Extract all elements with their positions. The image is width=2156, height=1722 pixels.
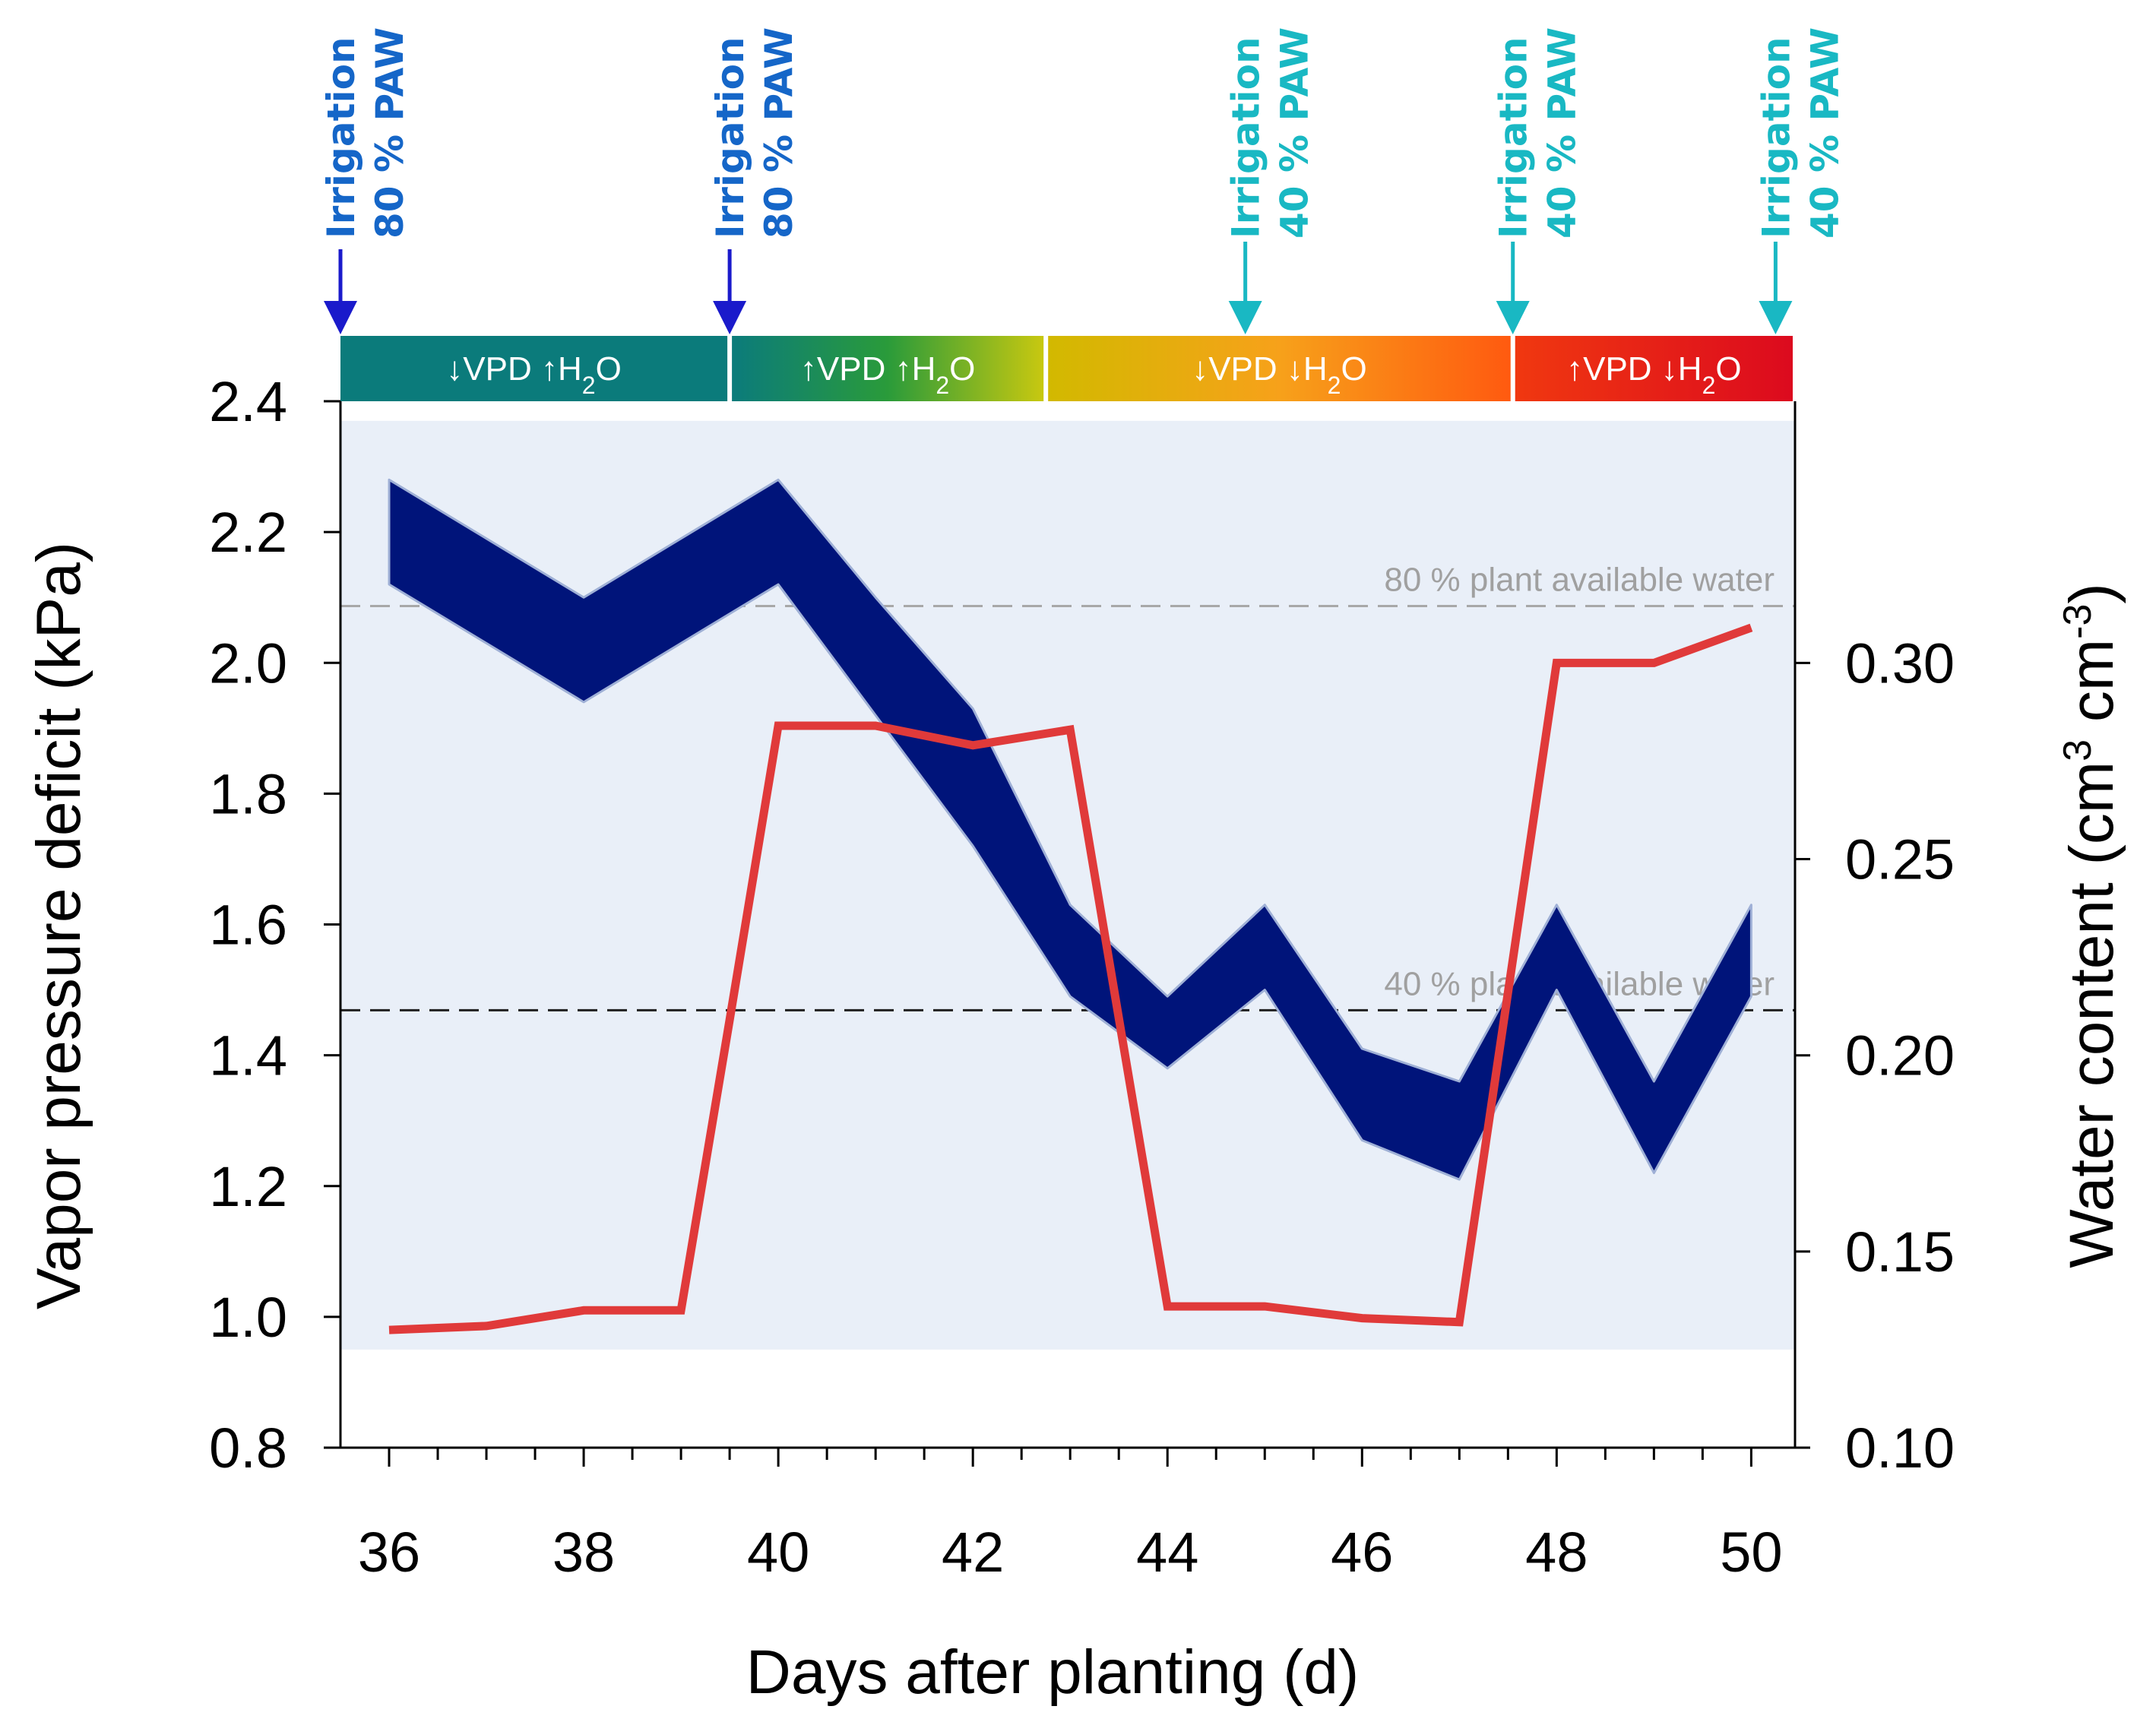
right-axis-title-part: ) (2057, 583, 2126, 603)
left-tick-label: 1.0 (209, 1286, 287, 1349)
treatment-bands-group: ↓VPD ↑H2O ↑VPD ↑H2O ↓VPD ↓H2O ↑VPD ↓H2O (340, 336, 1793, 401)
treatment-band-label-3: ↓VPD ↓H2O (1192, 350, 1367, 399)
x-tick-label: 40 (747, 1521, 809, 1584)
shaded-region (340, 420, 1795, 1350)
right-axis-title-part: cm (2057, 639, 2126, 739)
axes-group: 0.8 1.0 1.2 1.4 1.6 1.8 2.0 2.2 2.4 0.10 0.15 0.20 0… (209, 370, 1955, 1584)
irrigation-arrow-head-3 (1228, 301, 1262, 334)
treatment-band-2 (732, 336, 1044, 401)
shaded-region-group (340, 420, 1795, 1350)
treatment-band-1 (340, 336, 728, 401)
treatment-band-3 (1048, 336, 1511, 401)
x-tick-label: 50 (1720, 1521, 1782, 1584)
band-label: H (912, 350, 936, 388)
irrigation-arrow-head-2 (713, 301, 747, 334)
right-tick-label: 0.10 (1845, 1417, 1955, 1480)
irrigation-annotations-group: Irrigation 80 % PAW Irrigation 80 % PAW Irri… (319, 27, 1847, 334)
treatment-band-4 (1515, 336, 1793, 401)
right-tick-label: 0.20 (1845, 1024, 1955, 1087)
irrigation-paw-label-4: 40 % PAW (1540, 27, 1585, 239)
left-tick-label: 0.8 (209, 1417, 287, 1480)
x-tick-label: 44 (1136, 1521, 1198, 1584)
axis-titles-group: Days after planting (d) Vapor pressure de… (24, 542, 2126, 1707)
left-tick-label: 1.4 (209, 1024, 287, 1087)
x-tick-label: 38 (552, 1521, 615, 1584)
band-arrow: ↑ (800, 350, 817, 388)
x-axis-title: Days after planting (d) (746, 1638, 1360, 1707)
band-label: O (949, 350, 975, 388)
left-tick-label: 2.4 (209, 370, 287, 433)
irrigation-paw-label-2: 80 % PAW (757, 27, 801, 239)
treatment-band-label-2: ↑VPD ↑H2O (800, 350, 976, 399)
band-label: H (1303, 350, 1328, 388)
left-tick-label: 2.2 (209, 501, 287, 564)
band-label: O (596, 350, 622, 388)
x-tick-label: 46 (1331, 1521, 1393, 1584)
band-label: VPD (817, 350, 895, 388)
band-sub: 2 (582, 372, 596, 399)
irrigation-paw-label-5: 40 % PAW (1803, 27, 1847, 239)
water-content-line (388, 623, 1753, 1334)
band-arrow: ↓ (1192, 350, 1208, 388)
band-label: VPD (463, 350, 541, 388)
band-label: H (1678, 350, 1702, 388)
band-label: VPD (1583, 350, 1661, 388)
x-tick-label: 42 (942, 1521, 1004, 1584)
band-label: O (1341, 350, 1366, 388)
band-arrow: ↑ (895, 350, 912, 388)
right-axis-title-part: Water content (cm (2057, 761, 2126, 1268)
band-arrow: ↓ (446, 350, 463, 388)
irrigation-label-4: Irrigation (1492, 36, 1536, 239)
left-tick-label: 1.2 (209, 1155, 287, 1218)
band-label: H (558, 350, 582, 388)
band-sub: 2 (1328, 372, 1341, 399)
x-tick-label: 48 (1525, 1521, 1588, 1584)
left-tick-label: 2.0 (209, 632, 287, 695)
band-arrow: ↓ (1661, 350, 1678, 388)
irrigation-label-3: Irrigation (1224, 36, 1268, 239)
band-arrow: ↑ (541, 350, 558, 388)
left-tick-label: 1.8 (209, 762, 287, 825)
right-tick-label: 0.25 (1845, 828, 1955, 891)
band-arrow: ↑ (1566, 350, 1583, 388)
irrigation-arrow-head-5 (1759, 301, 1793, 334)
band-arrow: ↓ (1287, 350, 1303, 388)
right-axis-title-sup: 3 (2056, 739, 2100, 761)
band-label: O (1715, 350, 1741, 388)
irrigation-label-5: Irrigation (1754, 36, 1798, 239)
right-axis-title: Water content (cm3 cm-3) (2056, 583, 2126, 1268)
vpd-band (388, 478, 1752, 1181)
reference-label-1: 80 % plant available water (1384, 562, 1775, 599)
irrigation-label-1: Irrigation (319, 36, 363, 239)
irrigation-arrow-head-4 (1496, 301, 1530, 334)
band-sub: 2 (1702, 372, 1716, 399)
left-axis-title: Vapor pressure deficit (kPa) (24, 542, 93, 1309)
band-sub: 2 (936, 372, 949, 399)
treatment-band-label-1: ↓VPD ↑H2O (446, 350, 622, 399)
irrigation-paw-label-3: 40 % PAW (1273, 27, 1317, 239)
left-tick-label: 1.6 (209, 894, 287, 957)
right-axis-title-sup: -3 (2056, 604, 2100, 639)
treatment-band-label-4: ↑VPD ↓H2O (1566, 350, 1742, 399)
irrigation-arrow-head-1 (324, 301, 357, 334)
band-label: VPD (1208, 350, 1287, 388)
irrigation-paw-label-1: 80 % PAW (368, 27, 412, 239)
vpd-band-group (388, 478, 1752, 1181)
irrigation-label-2: Irrigation (708, 36, 752, 239)
right-tick-label: 0.15 (1845, 1220, 1955, 1284)
right-tick-label: 0.30 (1845, 632, 1955, 695)
x-tick-label: 36 (358, 1521, 420, 1584)
water-content-group (388, 623, 1753, 1334)
